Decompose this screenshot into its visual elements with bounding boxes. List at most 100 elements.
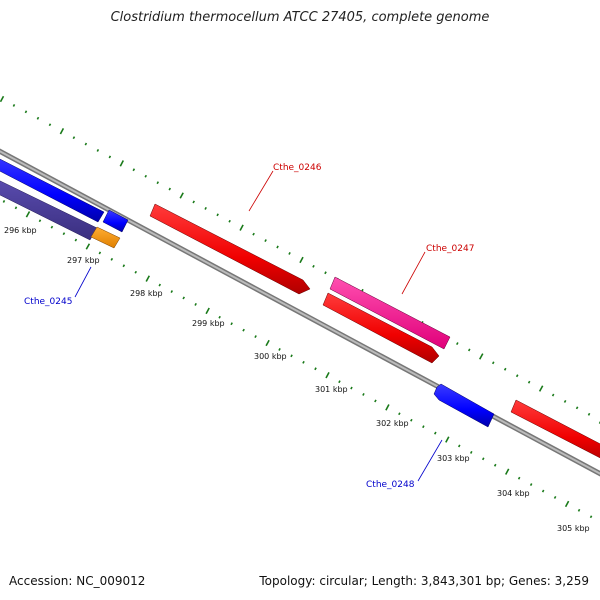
minor-tick	[72, 136, 76, 140]
tick-label: 301 kbp	[315, 385, 348, 394]
minor-tick	[288, 252, 291, 255]
major-tick	[119, 160, 125, 167]
minor-tick	[515, 374, 519, 378]
minor-tick	[457, 444, 461, 448]
tick-label: 304 kbp	[497, 489, 530, 498]
minor-tick	[575, 406, 579, 410]
minor-tick	[589, 515, 593, 519]
minor-tick	[433, 431, 437, 435]
minor-tick	[467, 348, 471, 352]
major-tick	[479, 353, 484, 360]
minor-tick	[50, 225, 54, 229]
minor-tick	[469, 450, 473, 454]
gene-features	[0, 154, 600, 463]
major-tick	[325, 372, 330, 379]
minor-tick	[254, 335, 257, 338]
minor-tick	[158, 283, 162, 287]
tick-label: 300 kbp	[254, 352, 287, 361]
minor-tick	[276, 245, 279, 249]
minor-tick	[481, 457, 485, 461]
minor-tick	[98, 251, 102, 255]
major-tick	[265, 339, 270, 347]
minor-tick	[541, 489, 545, 493]
gene-feature-cthe-0246[interactable]	[149, 203, 311, 295]
minor-tick	[312, 264, 315, 268]
minor-tick	[218, 315, 221, 319]
tick-label: 302 kbp	[376, 419, 409, 428]
coordinate-labels: 296 kbp 297 kbp 298 kbp 299 kbp 300 kbp …	[4, 226, 590, 533]
minor-tick	[324, 271, 327, 275]
gene-label-cthe-0248[interactable]: Cthe_0248	[366, 480, 415, 490]
minor-tick	[527, 380, 531, 384]
minor-tick	[182, 296, 185, 300]
gene-feature-forward-b[interactable]	[322, 292, 440, 364]
minor-tick	[410, 418, 413, 422]
minor-tick	[290, 354, 293, 358]
gene-label-cthe-0246[interactable]: Cthe_0246	[273, 163, 322, 173]
minor-tick	[108, 155, 112, 159]
minor-tick	[529, 483, 533, 486]
gene-feature-cthe-0247[interactable]	[329, 276, 451, 350]
minor-tick	[2, 200, 6, 203]
major-tick	[385, 404, 390, 411]
inner-tick-ring	[2, 200, 593, 519]
minor-tick	[517, 476, 521, 480]
minor-tick	[577, 508, 581, 512]
minor-tick	[230, 322, 233, 326]
minor-tick	[110, 257, 114, 261]
tick-label: 297 kbp	[67, 256, 100, 265]
minor-tick	[338, 380, 341, 384]
map-title: Clostridium thermocellum ATCC 27405, com…	[110, 10, 490, 25]
minor-tick	[74, 238, 78, 242]
minor-tick	[122, 264, 126, 268]
major-tick	[564, 500, 570, 508]
minor-tick	[553, 496, 557, 499]
major-tick	[145, 275, 151, 282]
major-tick	[179, 192, 184, 199]
accession-text: Accession: NC_009012	[9, 574, 146, 588]
major-tick	[59, 128, 65, 135]
genome-summary-text: Topology: circular; Length: 3,843,301 bp…	[259, 574, 589, 588]
minor-tick	[134, 270, 138, 274]
gene-feature-cthe-0248[interactable]	[433, 383, 495, 428]
gene-label-cthe-0247[interactable]: Cthe_0247	[426, 244, 474, 254]
minor-tick	[252, 232, 255, 236]
minor-tick	[144, 174, 148, 178]
minor-tick	[264, 239, 267, 242]
major-tick	[239, 224, 244, 231]
minor-tick	[14, 206, 18, 210]
tick-label: 298 kbp	[130, 289, 163, 298]
gene-feature-orange[interactable]	[90, 226, 121, 249]
minor-tick	[493, 463, 497, 467]
minor-tick	[96, 149, 100, 152]
minor-tick	[12, 104, 16, 107]
minor-tick	[563, 400, 567, 403]
gene-feature-forward-right-partial[interactable]	[510, 399, 600, 463]
minor-tick	[456, 342, 459, 345]
minor-tick	[216, 213, 219, 217]
gene-label-leaders	[74, 170, 443, 482]
gene-feature-dark-partial[interactable]	[0, 176, 98, 241]
gene-label-cthe-0245[interactable]: Cthe_0245	[24, 297, 72, 307]
minor-tick	[156, 181, 160, 185]
gene-feature-cthe-0245-blue[interactable]	[102, 209, 129, 233]
minor-tick	[170, 290, 174, 293]
major-tick	[85, 243, 91, 250]
minor-tick	[374, 399, 377, 403]
major-tick	[25, 211, 31, 218]
gene-feature-reverse-partial[interactable]	[0, 154, 105, 223]
minor-tick	[36, 116, 40, 120]
minor-tick	[192, 200, 195, 204]
minor-tick	[48, 123, 52, 127]
minor-tick	[398, 412, 401, 416]
genome-backbone	[0, 148, 600, 477]
minor-tick	[228, 219, 231, 223]
minor-tick	[302, 360, 305, 364]
minor-tick	[168, 187, 172, 191]
minor-tick	[278, 348, 281, 351]
minor-tick	[204, 206, 207, 210]
minor-tick	[194, 302, 197, 306]
minor-tick	[314, 367, 317, 371]
